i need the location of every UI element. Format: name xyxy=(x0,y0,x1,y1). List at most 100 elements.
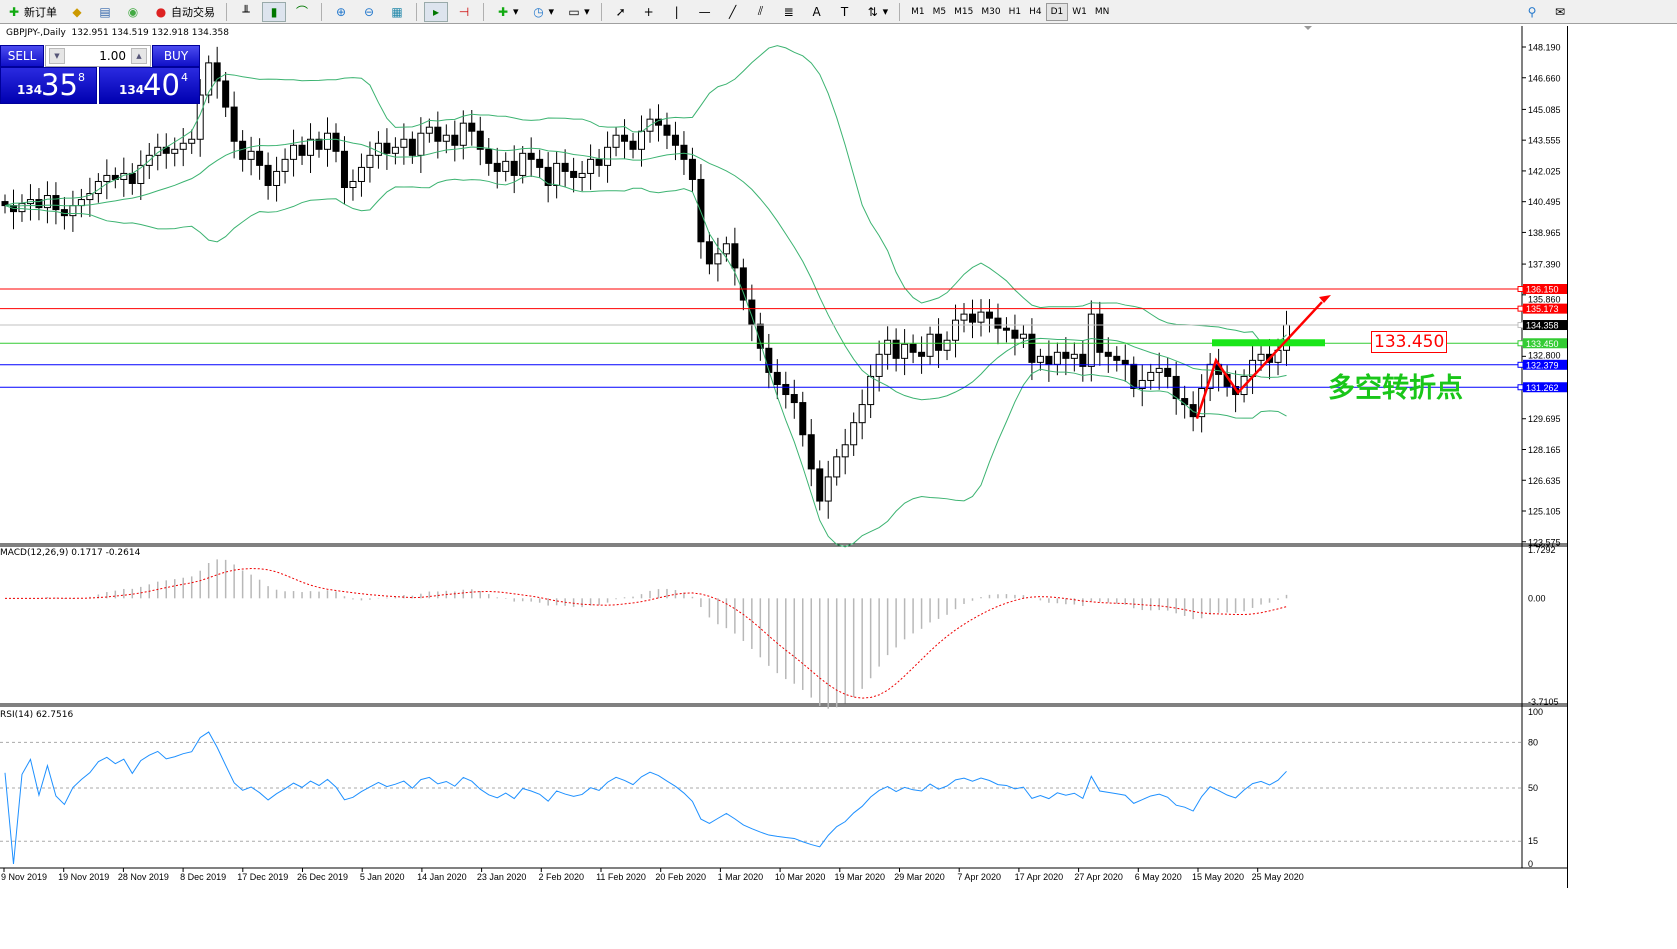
lot-increase-button[interactable]: ▲ xyxy=(131,48,147,64)
tile-windows-button[interactable]: ▦ xyxy=(385,2,409,22)
bear-candle xyxy=(544,166,552,186)
line-chart-icon: ⌒ xyxy=(295,5,308,19)
zoom-in-button[interactable]: ⊕ xyxy=(329,2,353,22)
candlestick-button[interactable]: ▮ xyxy=(262,1,286,22)
buy-price[interactable]: 134 40 4 xyxy=(99,67,200,104)
line-chart-button[interactable]: ⌒ xyxy=(290,2,314,22)
horizontal-line-button[interactable]: — xyxy=(693,2,717,22)
time-axis-label: 19 Nov 2019 xyxy=(58,872,109,882)
tile-icon: ▦ xyxy=(391,4,403,19)
trendline-button[interactable]: ╱ xyxy=(721,2,745,22)
bollinger-lower xyxy=(4,175,1287,548)
timeframe-w1[interactable]: W1 xyxy=(1072,6,1087,17)
chart-canvas[interactable]: 148.190 146.660 145.085 143.555 142.025 140.4… xyxy=(0,26,1568,888)
auto-trading-button[interactable]: ● 自动交易 xyxy=(149,2,219,22)
autoscroll-button[interactable]: ▸ xyxy=(424,1,448,22)
arrows-button[interactable]: ⇅ ▾ xyxy=(861,2,893,22)
bear-candle xyxy=(434,126,442,142)
bear-candle xyxy=(1130,363,1138,389)
bear-candle xyxy=(213,62,221,82)
bull-candle xyxy=(841,444,849,458)
crosshair-button[interactable]: + xyxy=(637,2,661,22)
signals-button[interactable]: ◉ xyxy=(121,2,145,22)
metaeditor-button[interactable]: ◆ xyxy=(65,2,89,22)
bear-candle xyxy=(451,134,459,146)
price-tick-label: 140.495 xyxy=(1528,197,1561,207)
lot-value[interactable]: 1.00 xyxy=(99,49,126,63)
terminal-button[interactable]: ▤ xyxy=(93,2,117,22)
macd-label: MACD(12,26,9) 0.1717 -0.2614 xyxy=(0,548,141,558)
price-tick-label: 135.860 xyxy=(1528,294,1561,304)
search-button[interactable]: ⚲ xyxy=(1520,2,1544,22)
timeframe-m5[interactable]: M5 xyxy=(932,6,947,17)
channel-icon: ⫽ xyxy=(757,4,764,18)
price-tick-label: 143.555 xyxy=(1528,136,1561,146)
indicators-icon: ✚ xyxy=(497,4,509,19)
toolbar: ✚ 新订单 ◆ ▤ ◉ ● 自动交易 ╨ ▮ ⌒ ⊕ ⊖ ▦ ▸ ⊣ ✚ ▾ ◷ ▾ ▭… xyxy=(0,0,1677,24)
time-axis-label: 17 Apr 2020 xyxy=(1015,872,1064,882)
timeframe-m15[interactable]: M15 xyxy=(954,6,974,17)
fibonacci-button[interactable]: ≣ xyxy=(777,2,801,22)
time-axis-label: 10 Mar 2020 xyxy=(775,872,826,882)
templates-button[interactable]: ▭ ▾ xyxy=(562,2,594,22)
price-tick-label: 129.695 xyxy=(1528,414,1561,424)
cursor-icon: ➚ xyxy=(615,4,626,19)
rsi-axis-label: 100 xyxy=(1528,707,1543,717)
periods-button[interactable]: ◷ ▾ xyxy=(527,2,559,22)
price-tick-label: 148.190 xyxy=(1528,43,1561,53)
level-price-label: 133.450 xyxy=(1526,339,1559,349)
timeframe-h1[interactable]: H1 xyxy=(1008,6,1022,17)
bear-candle xyxy=(332,132,340,152)
trendline-icon: ╱ xyxy=(728,4,737,19)
bear-candle xyxy=(536,158,544,168)
text-button[interactable]: A xyxy=(805,2,829,22)
bull-candle xyxy=(867,375,875,406)
bear-candle xyxy=(485,148,493,164)
timeframe-d1[interactable]: D1 xyxy=(1045,2,1069,21)
timeframe-m1[interactable]: M1 xyxy=(911,6,925,17)
label-button[interactable]: T xyxy=(833,2,857,22)
timeframe-h4[interactable]: H4 xyxy=(1029,6,1042,17)
zoom-in-icon: ⊕ xyxy=(335,4,347,19)
bar-chart-button[interactable]: ╨ xyxy=(234,2,258,22)
chart-window[interactable]: 148.190 146.660 145.085 143.555 142.025 140.4… xyxy=(0,26,1568,888)
bear-candle xyxy=(1113,355,1121,361)
chat-button[interactable]: ✉ xyxy=(1548,2,1572,22)
lot-size-input[interactable]: ▼ 1.00 ▲ xyxy=(45,45,151,67)
rsi-label: RSI(14) 62.7516 xyxy=(0,710,74,720)
bear-candle xyxy=(510,160,518,176)
channel-button[interactable]: ⫽ xyxy=(749,2,773,22)
rsi-axis-label: 80 xyxy=(1528,737,1538,747)
level-price-tag xyxy=(1523,338,1567,349)
divider xyxy=(321,2,322,21)
bull-candle xyxy=(952,319,960,341)
new-order-button[interactable]: ✚ 新订单 xyxy=(2,2,61,22)
bear-candle xyxy=(1104,351,1112,357)
bull-candle xyxy=(926,333,934,357)
bull-candle xyxy=(587,158,595,174)
divider xyxy=(226,2,227,21)
cursor-button[interactable]: ➚ xyxy=(609,2,633,22)
lot-decrease-button[interactable]: ▼ xyxy=(49,48,65,64)
bear-candle xyxy=(408,138,416,156)
price-tick-label: 138.965 xyxy=(1528,228,1561,238)
zoom-out-icon: ⊖ xyxy=(363,4,375,19)
indicators-button[interactable]: ✚ ▾ xyxy=(491,2,523,22)
timeframe-mn[interactable]: MN xyxy=(1094,6,1110,17)
divider xyxy=(483,2,484,21)
sell-button[interactable]: SELL xyxy=(0,45,44,67)
bear-candle xyxy=(1189,404,1197,418)
vertical-line-button[interactable]: | xyxy=(665,2,689,22)
timeframe-bar: M1 M5 M15 M30 H1 H4 D1 W1 MN xyxy=(907,2,1113,21)
chart-shift-button[interactable]: ⊣ xyxy=(452,2,476,22)
buy-button[interactable]: BUY xyxy=(152,45,200,67)
timeframe-m30[interactable]: M30 xyxy=(981,6,1001,17)
level-price-label: 131.262 xyxy=(1526,383,1559,393)
sell-price[interactable]: 134 35 8 xyxy=(0,67,97,104)
divider xyxy=(600,2,602,21)
price-tick-label: 125.105 xyxy=(1528,507,1561,517)
bull-candle xyxy=(1036,355,1044,363)
bear-candle xyxy=(688,158,696,180)
zoom-out-button[interactable]: ⊖ xyxy=(357,2,381,22)
level-handle xyxy=(1517,361,1524,368)
